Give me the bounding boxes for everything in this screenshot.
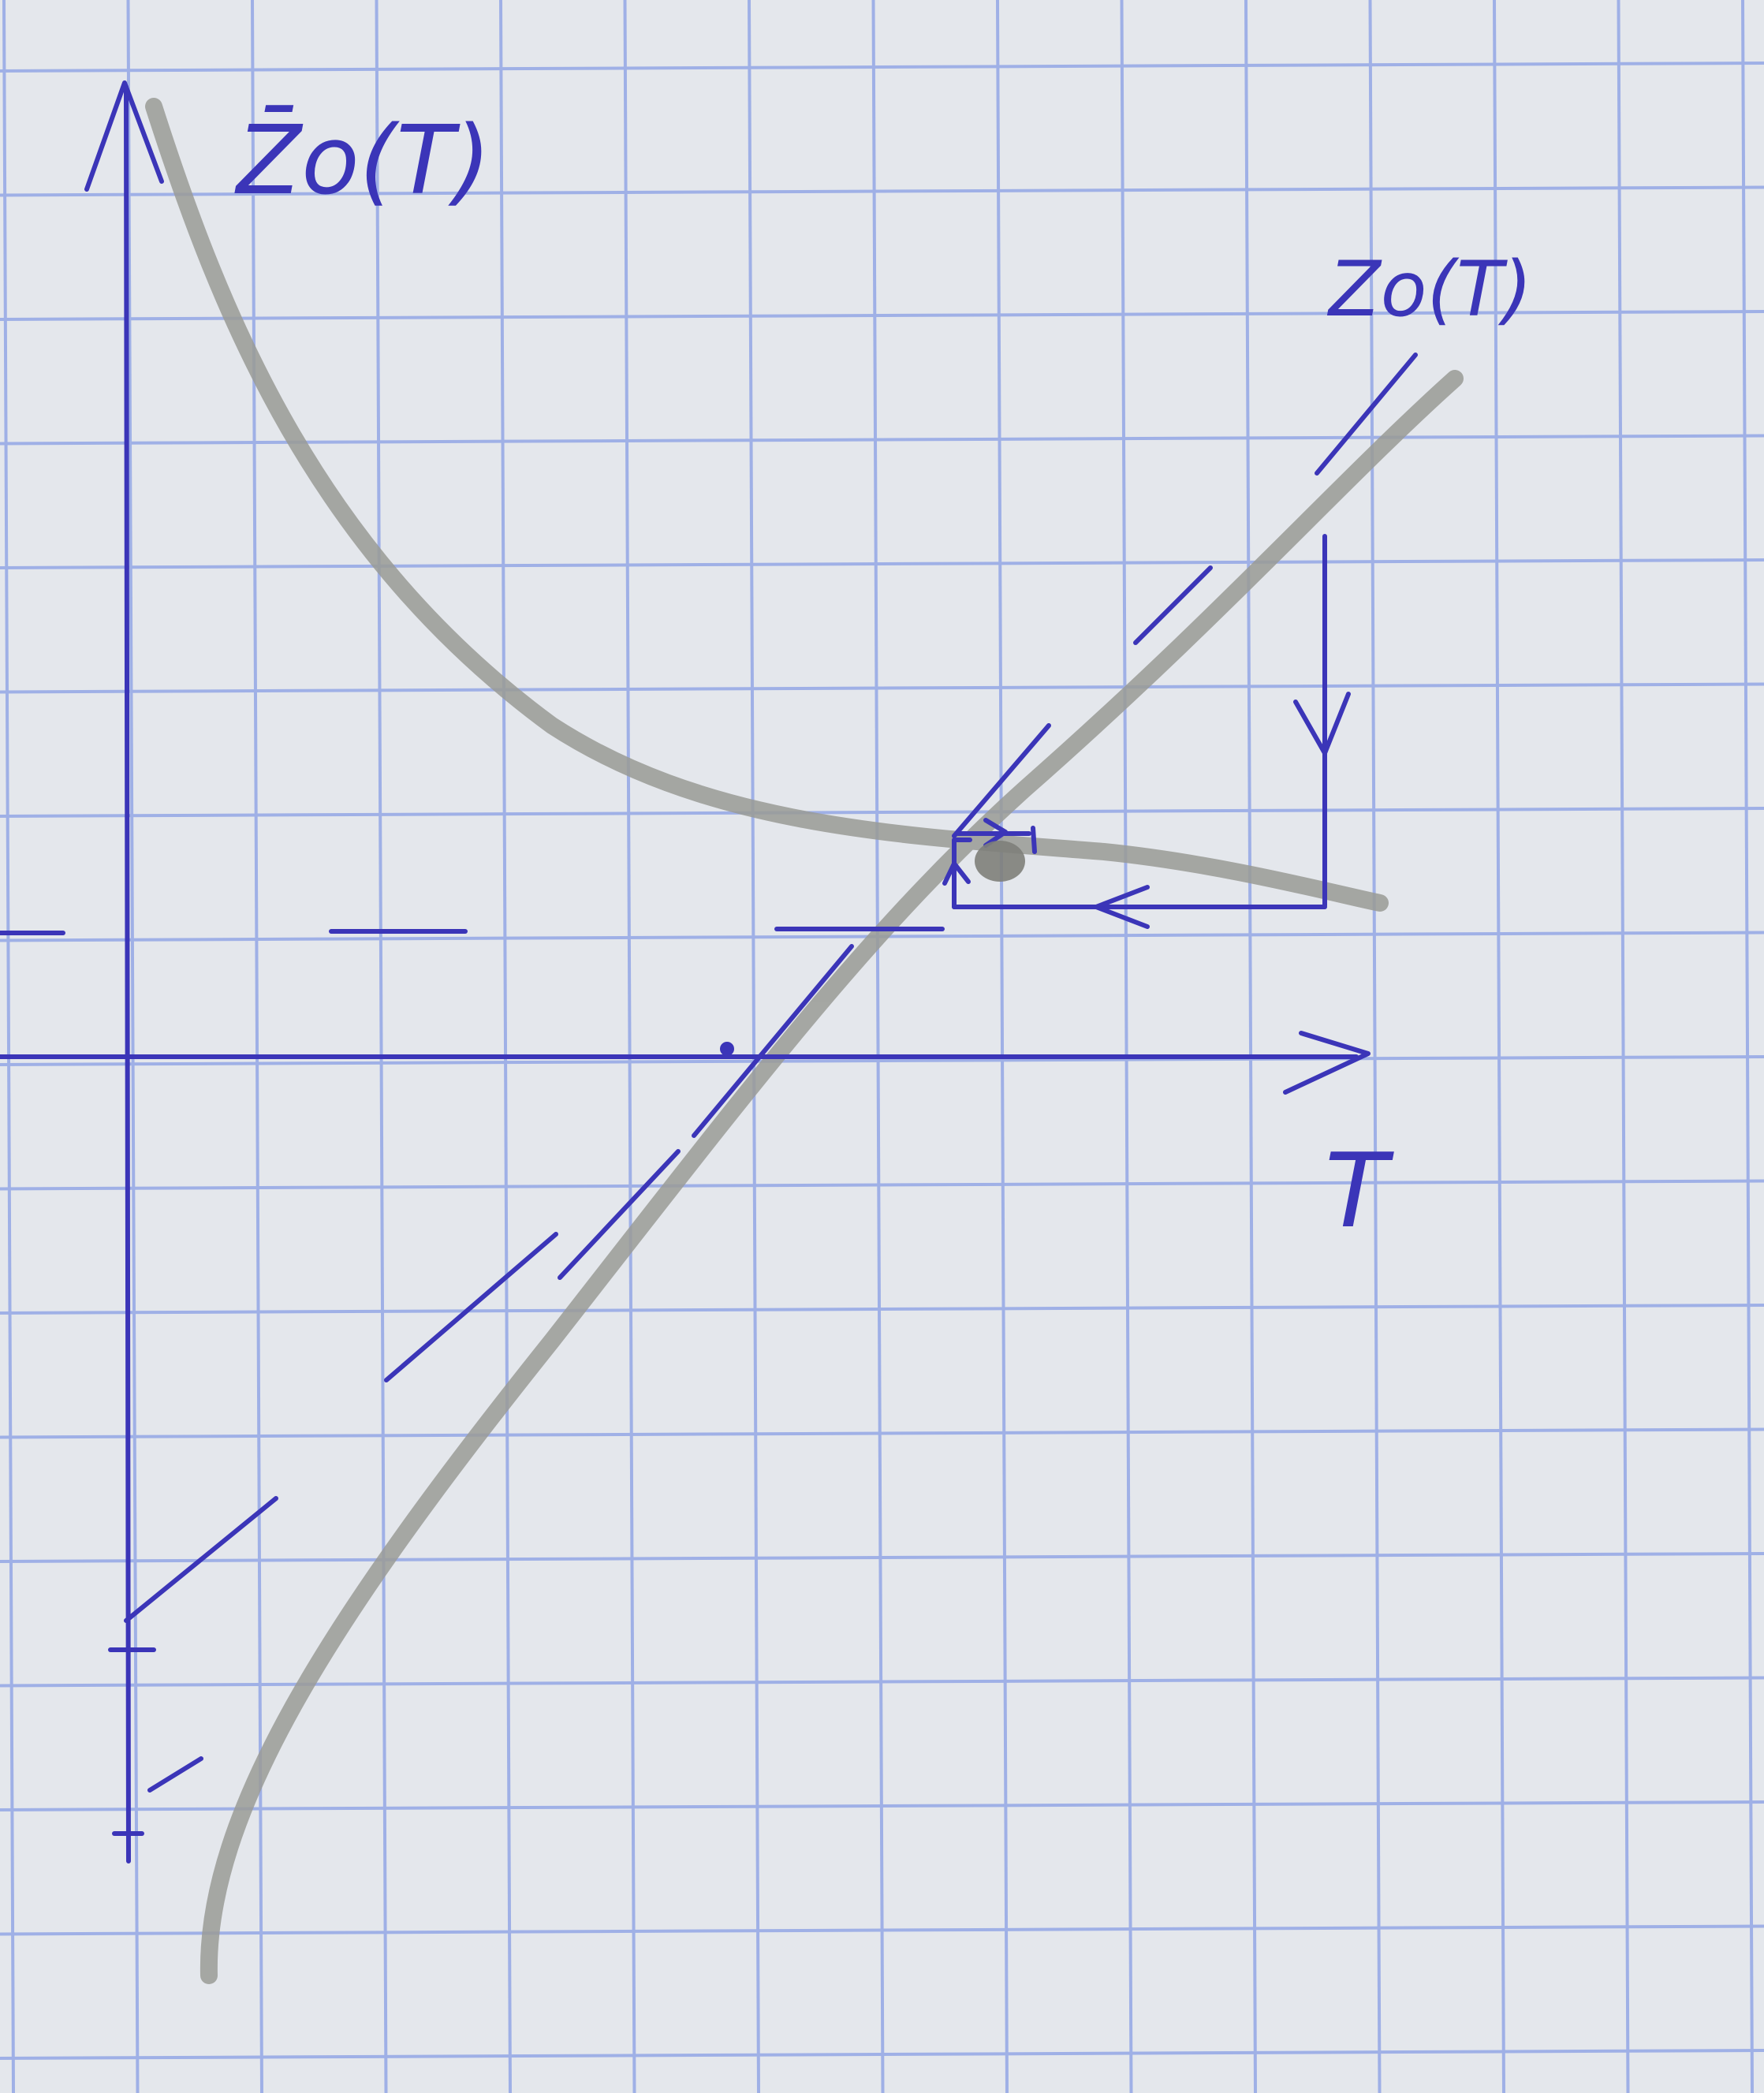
grid-line-horizontal bbox=[0, 434, 1764, 446]
grid-line-vertical bbox=[126, 0, 140, 2093]
dashed-horizontal-line bbox=[0, 927, 945, 935]
grid-line-vertical bbox=[871, 0, 885, 2093]
y-axis-label: Z̄o(T) bbox=[234, 105, 491, 216]
grid-line-horizontal bbox=[0, 1179, 1764, 1191]
grid-line-horizontal bbox=[0, 310, 1764, 321]
x-axis-label: T bbox=[1325, 1131, 1394, 1251]
y-axis bbox=[124, 84, 131, 1864]
small-step-up-arrow bbox=[942, 861, 971, 886]
grid-line-horizontal bbox=[0, 682, 1764, 694]
grid-line-horizontal bbox=[0, 807, 1764, 818]
grid-line-horizontal bbox=[0, 62, 1764, 73]
grid-line-vertical bbox=[2, 0, 15, 2093]
x-axis-dot bbox=[720, 1042, 734, 1056]
grid-line-vertical bbox=[1741, 0, 1754, 2093]
grid-line-vertical bbox=[1368, 0, 1382, 2093]
small-step-up bbox=[952, 838, 972, 909]
dashed-diagonal-line bbox=[124, 353, 1418, 1793]
y-axis-arrow bbox=[84, 80, 164, 192]
small-step-tick bbox=[1031, 826, 1037, 854]
grid-line-horizontal bbox=[0, 1427, 1764, 1439]
increasing-curve bbox=[200, 370, 1464, 1984]
grid-line-horizontal bbox=[0, 1800, 1764, 1811]
grid-line-horizontal bbox=[0, 1055, 1764, 1066]
grid-line-vertical bbox=[499, 0, 512, 2093]
grid-line-horizontal bbox=[0, 2049, 1764, 2060]
horizontal-step-arrow bbox=[1094, 885, 1150, 929]
fixed-point-blob bbox=[975, 841, 1025, 882]
pencil-curves bbox=[145, 98, 1464, 1984]
decreasing-curve bbox=[145, 98, 1389, 912]
grid-line-horizontal bbox=[0, 185, 1764, 197]
x-axis-arrow bbox=[1283, 1031, 1371, 1095]
grid-line-vertical bbox=[1493, 0, 1505, 2093]
grid-line-vertical bbox=[1120, 0, 1133, 2093]
grid-line-horizontal bbox=[0, 558, 1764, 569]
grid-line-vertical bbox=[1617, 0, 1630, 2093]
grid-line-vertical bbox=[748, 0, 760, 2093]
vertical-step-arrow bbox=[1293, 692, 1351, 755]
grid-line-horizontal bbox=[0, 1676, 1764, 1688]
grid-line-horizontal bbox=[0, 1924, 1764, 1936]
curve-label: Zo(T) bbox=[1326, 245, 1532, 334]
small-step-right-arrow bbox=[983, 818, 1008, 848]
grid-line-horizontal bbox=[0, 1304, 1764, 1315]
grid-line-vertical bbox=[1244, 0, 1257, 2093]
ink-drawing bbox=[0, 80, 1418, 1864]
grid-line-vertical bbox=[623, 0, 636, 2093]
grid-line-vertical bbox=[996, 0, 1009, 2093]
grid-line-vertical bbox=[375, 0, 388, 2093]
grid-line-horizontal bbox=[0, 1552, 1764, 1563]
